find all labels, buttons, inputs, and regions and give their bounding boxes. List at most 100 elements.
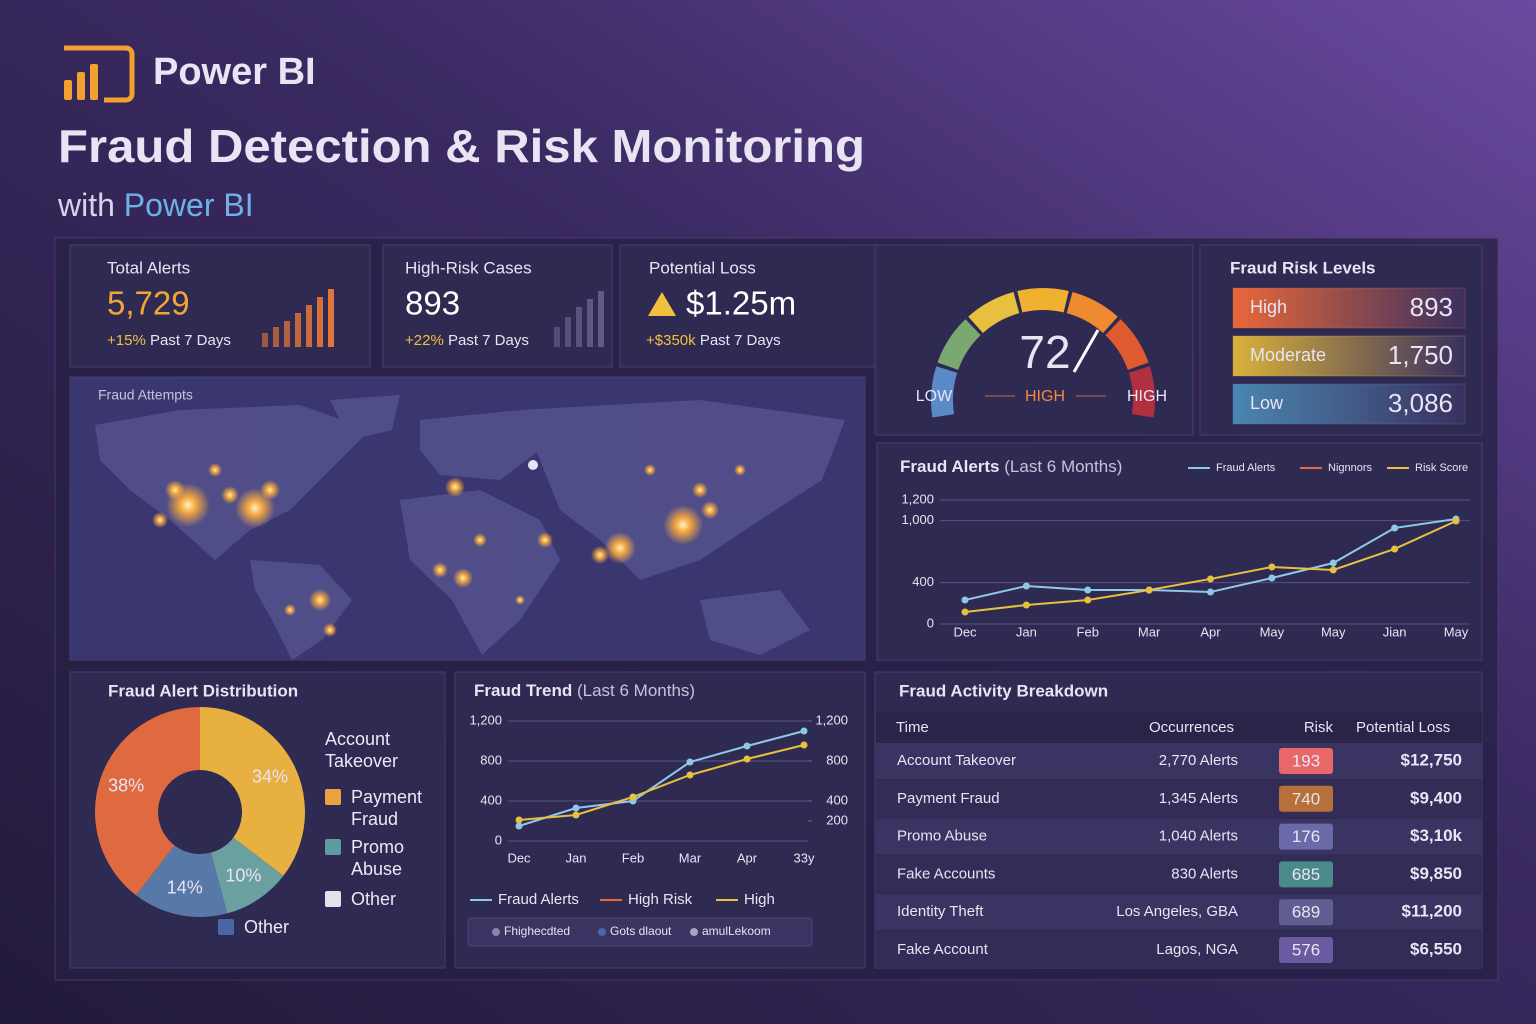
kpi-period: Past 7 Days	[448, 332, 529, 349]
chart-title: Fraud Alerts (Last 6 Months)	[900, 457, 1122, 476]
x-tick-label: May	[1260, 624, 1285, 639]
legend-label: Payment Fraud	[351, 787, 423, 829]
kpi-change: +15%	[107, 332, 146, 349]
y-tick-label: 0	[927, 615, 934, 630]
x-tick-label: Mar	[1138, 624, 1161, 639]
risk-value: 3,086	[1388, 388, 1453, 418]
hotspot	[473, 533, 487, 547]
legend-label: Fraud Alerts	[498, 891, 579, 908]
x-tick-label: Feb	[1077, 624, 1099, 639]
cell-loss: $6,550	[1410, 939, 1462, 958]
pie-label: 10%	[225, 866, 261, 886]
chart-title-main: Fraud Alerts	[900, 457, 1000, 476]
point	[686, 758, 694, 766]
table-header: Potential Loss	[1356, 719, 1450, 736]
point	[629, 793, 637, 801]
cell-type: Payment Fraud	[897, 790, 1000, 807]
y-tick-label: 1,000	[901, 512, 934, 527]
legend-label: Account Takeover	[325, 729, 399, 771]
hotspot	[208, 463, 222, 477]
cell-risk: 740	[1292, 789, 1320, 808]
filter-dot	[492, 928, 500, 936]
legend-label: High	[744, 891, 775, 908]
hotspot	[701, 501, 719, 519]
point	[1268, 563, 1276, 571]
risk-bar	[1232, 335, 1466, 377]
point	[800, 727, 808, 735]
kpi-change-line: +$350k Past 7 Days	[646, 332, 781, 349]
spark-bar	[554, 327, 560, 347]
map-pin	[528, 460, 538, 470]
filter-label: amulLekoom	[702, 924, 771, 938]
risk-label: High	[1250, 297, 1287, 317]
cell-type: Fake Accounts	[897, 865, 995, 882]
map-title: Fraud Attempts	[98, 387, 193, 403]
point	[1391, 545, 1399, 553]
gauge-segment	[937, 319, 981, 371]
table-header-bg	[876, 712, 1482, 744]
y2-tick-label: 800	[826, 752, 848, 767]
kpi-value: 893	[405, 285, 460, 322]
gauge-low: LOW	[916, 388, 953, 405]
subtitle: with Power BI	[57, 187, 254, 223]
x-tick-label: May	[1444, 624, 1469, 639]
pie-slice	[200, 707, 305, 876]
table-header: Occurrences	[1149, 719, 1234, 736]
cell-loss: $12,750	[1401, 750, 1462, 769]
point	[1207, 588, 1214, 596]
y-tick-label: 0	[495, 832, 502, 847]
chart-subtitle: (Last 6 Months)	[1004, 457, 1122, 476]
filter-label: Gots dlaout	[610, 924, 672, 938]
legend-item: Promo Abuse	[325, 836, 435, 880]
cell-type: Identity Theft	[897, 903, 984, 920]
y2-tick-label: 1,200	[815, 712, 848, 727]
x-tick-label: Apr	[737, 850, 758, 865]
spark-bar	[587, 299, 593, 347]
spark-bar	[284, 321, 290, 347]
fraud-hotspots	[152, 460, 746, 637]
x-tick-label: Dec	[507, 850, 531, 865]
risk-badge	[1279, 899, 1333, 926]
y-tick-label: 400	[912, 574, 934, 589]
risk-badge	[1279, 748, 1333, 774]
kpi-change: +$350k	[646, 332, 696, 349]
cell-type: Fake Account	[897, 941, 989, 958]
cell-risk: 685	[1292, 865, 1320, 884]
spark-bar	[328, 289, 334, 347]
world-map	[95, 395, 845, 660]
x-tick-label: Feb	[622, 850, 644, 865]
gauge-mid: HIGH	[1025, 388, 1065, 405]
point	[686, 771, 694, 779]
gauge-segment	[1128, 366, 1155, 418]
risk-bar	[1232, 383, 1466, 425]
chart-subtitle: (Last 6 Months)	[577, 681, 695, 700]
kpi-label: High-Risk Cases	[405, 258, 532, 277]
hotspot	[284, 604, 296, 616]
cell-risk: 176	[1292, 827, 1320, 846]
title: Fraud Detection & Risk Monitoring	[58, 120, 865, 172]
point	[572, 811, 580, 819]
risk-label: Low	[1250, 393, 1284, 413]
cell-loss: $3,10k	[1410, 826, 1463, 845]
gauge	[931, 288, 1155, 418]
pie-label: 14%	[167, 877, 203, 897]
spark-bar	[262, 333, 268, 347]
y-tick-label: 1,200	[469, 712, 502, 727]
kpi-change-line: +15% Past 7 Days	[107, 332, 231, 349]
legend-item: Payment Fraud	[325, 786, 435, 830]
cell-loss: $9,400	[1410, 788, 1462, 807]
series-line	[518, 730, 805, 827]
x-tick-label: Jan	[1016, 624, 1037, 639]
point	[743, 755, 751, 763]
legend-swatch	[218, 919, 234, 935]
kpi-period: Past 7 Days	[150, 332, 231, 349]
spark-bar	[295, 313, 301, 347]
hotspot	[165, 480, 185, 500]
panel-title: Fraud Activity Breakdown	[899, 681, 1108, 700]
table-header: Risk	[1304, 719, 1334, 736]
cell-occurrences: 1,345 Alerts	[1159, 790, 1238, 807]
hotspot	[515, 595, 525, 605]
hotspot	[432, 562, 448, 578]
cell-loss: $11,200	[1401, 902, 1462, 921]
